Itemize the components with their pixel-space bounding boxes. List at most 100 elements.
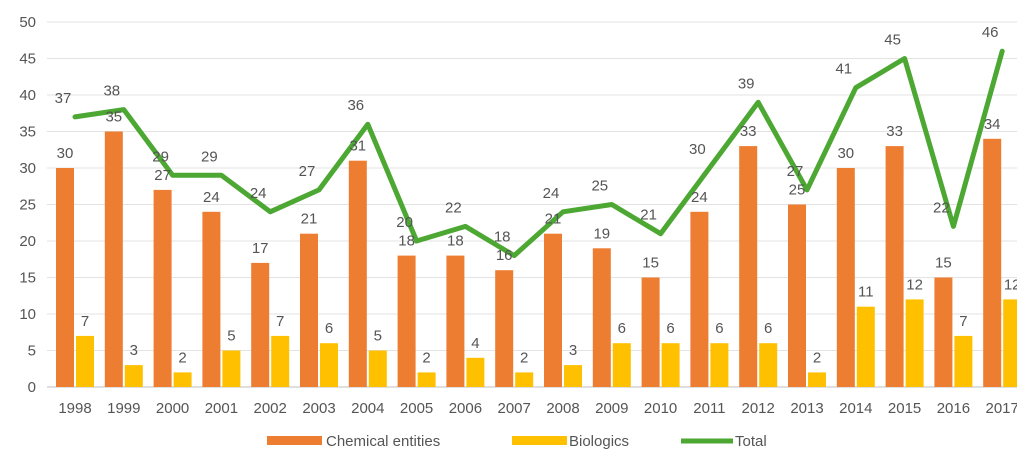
data-label-chemical-entities: 33: [886, 123, 903, 140]
y-tick-label: 20: [19, 233, 36, 250]
data-label-chemical-entities: 15: [642, 255, 659, 272]
bar-chemical-entities: [934, 277, 953, 387]
data-label-total: 37: [55, 90, 72, 107]
point-total: [805, 188, 809, 192]
data-label-chemical-entities: 27: [154, 167, 171, 184]
bar-chemical-entities: [885, 146, 904, 387]
y-tick-label: 40: [19, 87, 36, 104]
y-tick-label: 35: [19, 124, 36, 141]
legend-label-total: Total: [735, 433, 767, 450]
data-label-chemical-entities: 19: [593, 225, 610, 242]
bar-biologics: [271, 335, 290, 387]
bar-biologics: [905, 299, 924, 387]
point-total: [171, 173, 175, 177]
data-label-total: 27: [787, 163, 804, 180]
data-label-biologics: 3: [569, 342, 577, 359]
data-label-chemical-entities: 24: [691, 189, 708, 206]
data-label-chemical-entities: 35: [105, 109, 122, 126]
bar-biologics: [222, 350, 241, 387]
bar-biologics: [856, 306, 875, 387]
bar-chemical-entities: [251, 262, 270, 387]
bar-chemical-entities: [153, 189, 172, 387]
data-labels: 3073735338272292452917724216273153618220…: [55, 24, 1017, 366]
point-total: [854, 86, 858, 90]
point-total: [756, 100, 760, 104]
point-total: [951, 224, 955, 228]
point-total: [561, 210, 565, 214]
x-tick-label: 2000: [156, 400, 189, 417]
data-label-biologics: 6: [715, 320, 723, 337]
bar-biologics: [515, 372, 534, 387]
legend-swatch-biologics: [512, 436, 567, 445]
data-label-total: 36: [347, 97, 364, 114]
data-label-total: 38: [103, 83, 120, 100]
y-tick-label: 30: [19, 160, 36, 177]
point-total: [219, 173, 223, 177]
bar-chemical-entities: [348, 160, 367, 387]
x-tick-label: 2004: [351, 400, 384, 417]
bar-biologics: [564, 365, 582, 387]
data-label-chemical-entities: 31: [349, 138, 366, 155]
x-tick-label: 1999: [107, 400, 140, 417]
y-tick-label: 50: [19, 14, 36, 31]
series-line-total: [72, 48, 1005, 259]
bar-chemical-entities: [446, 255, 465, 387]
data-label-total: 41: [835, 61, 852, 78]
y-tick-label: 15: [19, 270, 36, 287]
bar-biologics: [124, 365, 143, 387]
legend-swatch-chemical: [267, 436, 322, 445]
bar-biologics: [466, 357, 485, 387]
data-label-chemical-entities: 15: [935, 255, 952, 272]
bar-biologics: [759, 343, 778, 387]
x-axis: 1998 1999 2000 2001 2002 2003 2004 2005 2006 2007…: [58, 400, 1017, 417]
data-label-biologics: 2: [520, 349, 528, 366]
bar-chemical-entities: [300, 233, 318, 387]
x-tick-label: 2012: [742, 400, 775, 417]
bar-biologics: [320, 343, 338, 387]
data-label-total: 29: [152, 148, 169, 165]
bar-chemical-entities: [592, 248, 611, 387]
data-label-chemical-entities: 30: [57, 145, 74, 162]
data-label-total: 22: [445, 199, 462, 216]
data-label-chemical-entities: 33: [740, 123, 757, 140]
bar-biologics: [76, 335, 94, 387]
point-total: [366, 122, 370, 126]
data-label-chemical-entities: 16: [496, 247, 513, 264]
point-total: [268, 210, 272, 214]
x-tick-label: 2005: [400, 400, 433, 417]
data-label-chemical-entities: 30: [837, 145, 854, 162]
x-tick-label: 2002: [254, 400, 287, 417]
x-tick-label: 2010: [644, 400, 677, 417]
x-tick-label: 2003: [302, 400, 335, 417]
bar-chemical-entities: [495, 270, 514, 387]
bar-chemical-entities: [788, 204, 806, 387]
y-tick-label: 45: [19, 51, 36, 68]
data-label-biologics: 6: [618, 320, 626, 337]
x-tick-label: 2014: [839, 400, 872, 417]
data-label-total: 24: [543, 185, 560, 202]
data-label-biologics: 6: [666, 320, 674, 337]
data-label-biologics: 2: [178, 349, 186, 366]
bar-chemical-entities: [983, 138, 1002, 387]
y-tick-label: 10: [19, 306, 36, 323]
y-tick-label: 5: [28, 343, 36, 360]
data-label-biologics: 11: [858, 284, 874, 301]
bar-biologics: [1003, 299, 1017, 387]
x-tick-label: 2013: [790, 400, 823, 417]
bar-biologics: [612, 343, 631, 387]
data-label-chemical-entities: 18: [398, 233, 415, 250]
data-label-biologics: 12: [906, 276, 923, 293]
y-axis: 0 5 10 15 20 25 30 35 40 45 50: [19, 14, 36, 396]
data-label-total: 22: [933, 199, 950, 216]
bar-chemical-entities: [544, 233, 562, 387]
data-label-biologics: 7: [959, 313, 967, 330]
x-tick-label: 2006: [449, 400, 482, 417]
data-label-chemical-entities: 21: [545, 211, 562, 228]
bar-chemical-entities: [641, 277, 660, 387]
data-label-biologics: 4: [471, 335, 479, 352]
data-label-biologics: 2: [813, 349, 821, 366]
bar-chemical-entities: [397, 255, 416, 387]
data-label-biologics: 7: [81, 313, 89, 330]
bar-biologics: [173, 372, 192, 387]
point-total: [1000, 49, 1004, 53]
